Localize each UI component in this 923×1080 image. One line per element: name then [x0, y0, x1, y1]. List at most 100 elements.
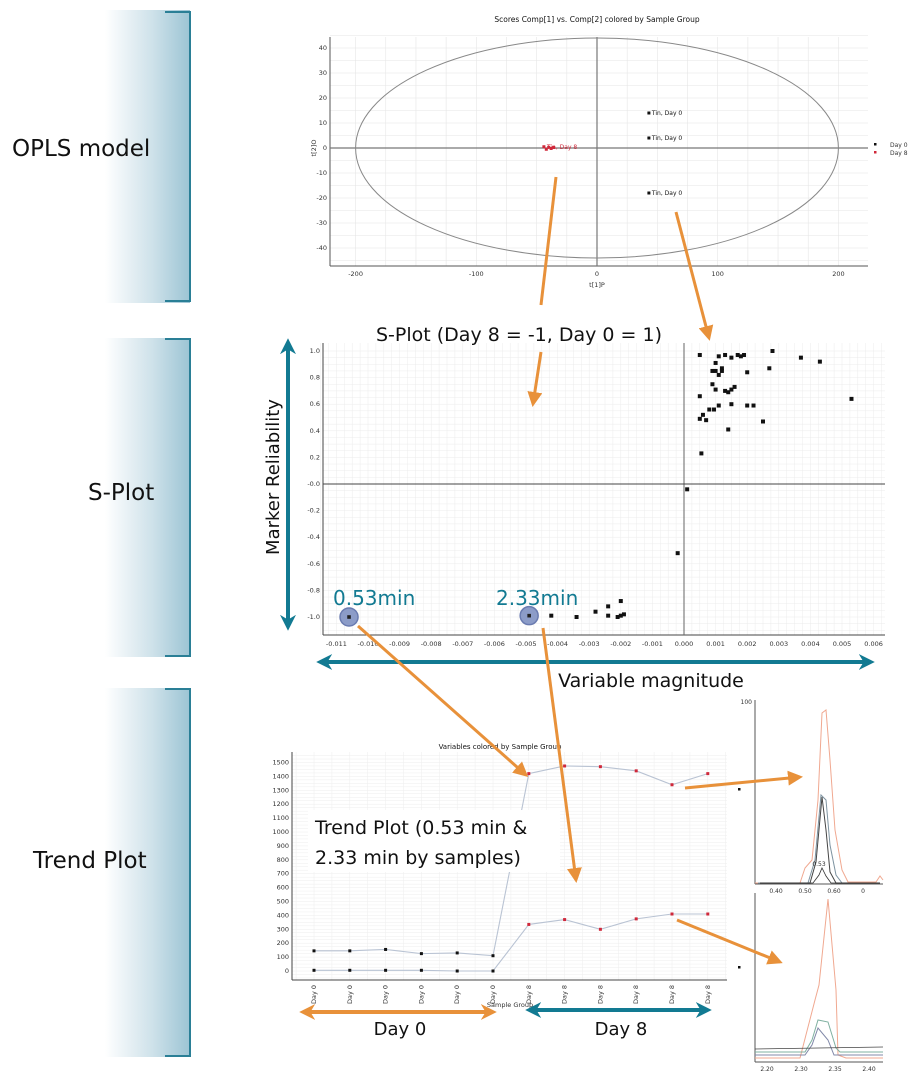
data-point [574, 615, 579, 619]
orange-arrow-233-to-trend [541, 627, 582, 883]
highlighted-point [347, 615, 351, 619]
y-tick-label: 600 [277, 884, 289, 892]
data-point-day-8 [544, 147, 548, 151]
data-point [729, 355, 734, 360]
data-point [598, 765, 602, 769]
y-tick-label: 900 [277, 842, 289, 850]
data-point [384, 968, 388, 972]
x-tick-label: 100 [711, 270, 723, 278]
data-point [384, 947, 388, 951]
data-point-day-0 [647, 111, 651, 115]
y-tick-label: -1.0 [307, 613, 320, 621]
data-point [713, 387, 718, 392]
data-point [732, 384, 737, 389]
x-tick-label: -0.010 [358, 640, 379, 648]
x-tick-label: 0.006 [864, 640, 883, 648]
section-panel-trend: Trend Plot [32, 688, 191, 1057]
y-tick-label: -20 [316, 194, 327, 202]
y-tick-label: 300 [277, 925, 289, 933]
chrom1-y-tick: 100 [741, 699, 753, 706]
data-point [704, 418, 709, 423]
x-tick-label: Day 0 [310, 985, 318, 1004]
x-tick-label: Day 8 [596, 985, 604, 1004]
data-point [700, 412, 705, 417]
y-axis-label-marker-reliability: Marker Reliability [263, 399, 284, 555]
y-tick-label: 30 [319, 69, 327, 77]
chrom2-trace-baseline [754, 1046, 884, 1050]
y-tick-label: -0.8 [307, 586, 320, 594]
y-tick-label: 20 [319, 94, 327, 102]
data-point [719, 366, 724, 371]
x-tick-label: 200 [832, 270, 844, 278]
trend-title-line2: 2.33 min by samples) [315, 847, 521, 869]
chrom1-trace-a [758, 793, 880, 884]
data-point [726, 390, 731, 395]
y-tick-label: 0 [285, 967, 289, 975]
data-point [670, 912, 674, 916]
data-point [527, 922, 531, 926]
data-point [729, 387, 734, 392]
y-tick-label: 10 [319, 119, 327, 127]
legend-marker [874, 143, 877, 146]
data-point [670, 783, 674, 787]
data-point [312, 968, 316, 972]
section-label-opls: OPLS model [12, 136, 150, 162]
data-point [455, 969, 459, 973]
x-tick-label: Day 0 [417, 985, 425, 1004]
x-axis-label: Sample Group [487, 1001, 533, 1009]
data-point-day-0 [647, 191, 651, 195]
scores-plot: -200 -100 0 100 200-40-30-20-10010203040Scor… [310, 15, 908, 289]
x-tick-label: -0.011 [326, 640, 347, 648]
trend-title-box [308, 810, 560, 872]
y-tick-label: 1500 [272, 759, 289, 767]
legend-label: Day 8 [890, 150, 908, 157]
y-tick-label: 400 [277, 911, 289, 919]
data-point-day-8 [549, 147, 553, 150]
chrom1-legend-marker [738, 788, 741, 791]
data-point [735, 352, 740, 357]
highlighted-point [527, 613, 531, 618]
data-point [719, 368, 724, 373]
label-0-53min: 0.53min [333, 586, 415, 610]
data-point [716, 403, 721, 408]
hotelling-ellipse [355, 37, 839, 259]
chrom2-trace-b [755, 1027, 883, 1056]
x-tick-label: -0.004 [547, 640, 568, 648]
section-label-trend: Trend Plot [32, 848, 147, 874]
label-2-33min: 2.33min [496, 586, 578, 610]
data-point [618, 599, 623, 604]
data-point-day-8 [542, 145, 546, 149]
chrom1-peak-label: 0.53 [812, 861, 826, 868]
x-tick-label: -0.009 [389, 640, 410, 648]
section-label-splot: S-Plot [88, 480, 154, 506]
y-tick-label: -0.2 [307, 507, 320, 515]
chrom1-trace-b [760, 796, 880, 884]
data-point [563, 918, 567, 922]
chromatograms: 100 0.40 0.50 0.60 0 0.53 2.20 2.30 2.35 2.40 [738, 699, 884, 1073]
data-point [606, 604, 611, 609]
data-point [706, 912, 710, 916]
x-tick-label: 0.002 [738, 640, 757, 648]
data-point [598, 927, 602, 931]
y-tick-label: -30 [316, 219, 327, 227]
y-tick-label: 1300 [272, 786, 289, 794]
x-tick-label: -200 [348, 270, 363, 278]
y-tick-label: 0.6 [310, 400, 320, 408]
data-point [849, 396, 854, 401]
data-point [675, 551, 680, 556]
chrom2-x-tick: 2.40 [862, 1066, 876, 1073]
y-tick-label: 40 [319, 44, 327, 52]
y-tick-label: 500 [277, 898, 289, 906]
orange-line-day8-cluster [539, 176, 558, 306]
section-panel-splot: S-Plot [88, 338, 191, 657]
data-point [767, 366, 772, 371]
data-point [716, 372, 721, 377]
legend-label: Day 0 [890, 142, 908, 149]
y-tick-label: 0.4 [310, 427, 320, 435]
y-tick-label: 200 [277, 939, 289, 947]
chrom1-trace-day8 [755, 709, 884, 884]
y-axis-label: t[2]O [310, 140, 318, 157]
series-line [314, 913, 708, 972]
x-tick-label: 0.003 [769, 640, 788, 648]
data-point [348, 949, 352, 953]
